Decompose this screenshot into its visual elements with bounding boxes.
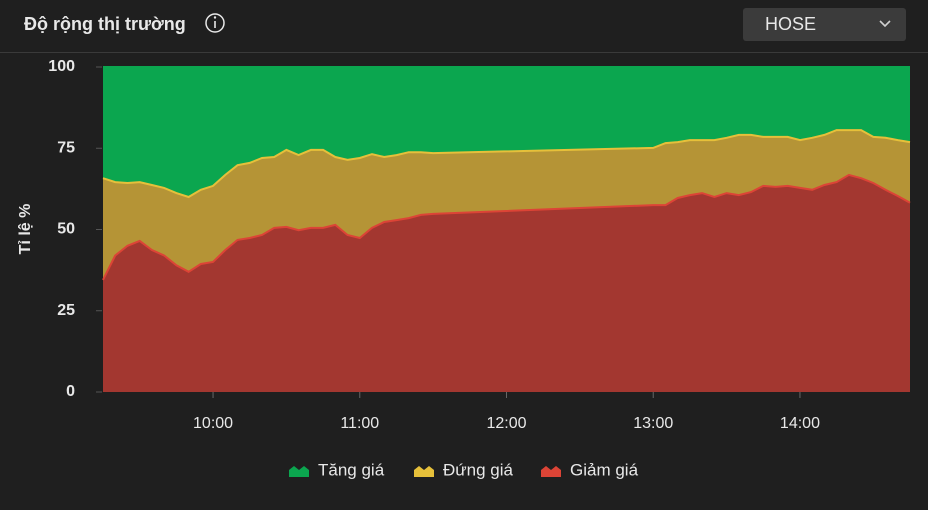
- legend-swatch: [289, 466, 309, 477]
- legend-label: Giảm giá: [570, 460, 639, 479]
- x-tick-label: 10:00: [193, 415, 233, 432]
- legend-label: Tăng giá: [318, 460, 385, 479]
- y-axis-title: Tỉ lệ %: [17, 204, 34, 255]
- y-tick-label: 50: [57, 221, 75, 238]
- x-tick-label: 14:00: [780, 415, 820, 432]
- exchange-dropdown[interactable]: HOSE: [743, 8, 906, 41]
- legend-item[interactable]: Đứng giá: [414, 460, 514, 479]
- legend-item[interactable]: Giảm giá: [541, 460, 639, 479]
- area: [103, 130, 910, 280]
- x-tick-label: 11:00: [340, 415, 379, 432]
- dropdown-value[interactable]: HOSE: [765, 14, 816, 34]
- x-tick-label: 12:00: [486, 415, 526, 432]
- area: [103, 67, 910, 197]
- legend-swatch: [414, 466, 434, 477]
- legend-label: Đứng giá: [443, 460, 514, 479]
- legend-swatch: [541, 466, 561, 477]
- widget-title: Độ rộng thị trường: [24, 14, 186, 34]
- y-tick-label: 100: [48, 58, 75, 75]
- x-tick-label: 13:00: [633, 415, 673, 432]
- area-line: [102, 129, 911, 199]
- area-line: [102, 173, 911, 281]
- y-tick-label: 25: [57, 302, 75, 319]
- y-tick-label: 0: [66, 383, 75, 400]
- y-tick-label: 75: [57, 139, 75, 156]
- legend-item[interactable]: Tăng giá: [289, 460, 385, 479]
- info-icon[interactable]: [205, 13, 225, 33]
